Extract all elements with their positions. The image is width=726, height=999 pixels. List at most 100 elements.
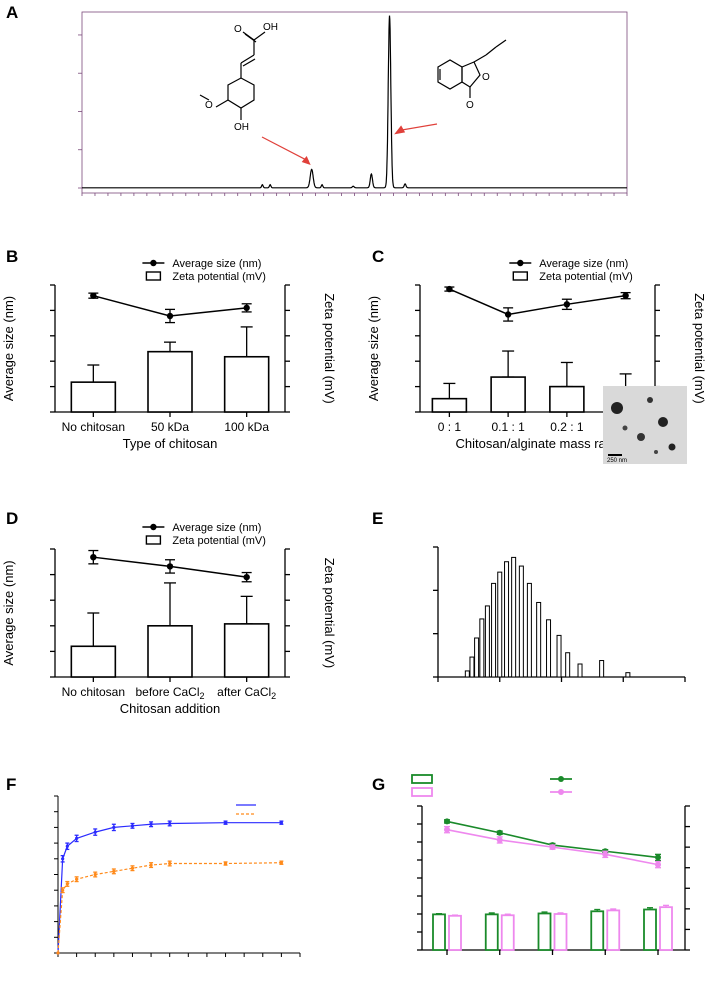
y-axis-label: Average size (nm) [1,296,16,401]
legend-size-label: Average size (nm) [539,258,628,270]
zeta-bar [223,355,270,413]
panel-b-chart: No chitosan 50 kDa 100 kDa Type of chitosan… [1,258,337,451]
fsso-point [75,836,79,840]
fsso-nps-point [93,872,97,877]
x-tick-label: before CaCl2 [135,685,204,701]
x-axis-label: Chitosan addition [120,701,220,716]
panel-e-chart [433,546,686,682]
y2-axis-label: Zeta potential (mV) [692,293,707,404]
size-point [166,312,174,320]
fsso-nps-point [223,861,228,866]
legend-zeta-label: Zeta potential (mV) [539,271,633,283]
legend-zeta-swatch [145,535,162,545]
size-point [243,304,250,312]
fsso-point [168,821,172,826]
fsso-point [61,857,65,861]
legend-zeta-label: Zeta potential (mV) [172,535,266,547]
legend-swatch [411,774,433,784]
chromatogram-trace [82,15,627,189]
zeta-25c-line [446,820,659,859]
chromatogram-frame [81,11,628,194]
struct-o-ring: O [482,72,490,83]
histogram-bar [491,582,497,678]
legend-marker [558,789,564,795]
fsso-point [93,830,97,834]
x-tick-label-main: after CaCl [217,685,271,699]
fsso-nps-point [279,861,283,865]
x-tick-label-main: before CaCl [135,685,199,699]
arrow-ferulic-acid [261,136,309,162]
fsso-nps-point [56,951,60,955]
size-4c-bar [553,913,568,951]
size-4c-bar [606,909,621,951]
histogram-bar [474,637,480,678]
panel-g-chart [411,774,690,955]
legend-swatch [411,787,433,797]
zeta-4c-point [602,851,609,858]
legend-size-marker [150,523,157,531]
size-line [449,288,626,316]
size-25c-bar [643,908,657,951]
panel-letter-e: E [372,509,383,528]
fsso-point [279,821,283,825]
panel-letter-c: C [372,247,384,266]
fsso-nps-point [65,882,69,886]
zeta-25c-point [444,818,450,825]
arrow-head-ferulic-acid [301,156,311,166]
fsso-point [65,844,69,848]
size-25c-bar [537,912,552,951]
x-tick-label: 0.2 : 1 [550,420,584,434]
size-25c-bar [432,913,446,951]
struct-o-methoxy: O [205,100,213,111]
size-25c-bar [484,913,499,951]
size-point [90,292,97,299]
zeta-bar [147,350,193,413]
struct-oh-top: OH [263,22,278,33]
fsso-point [130,824,135,828]
histogram-bar [464,670,470,678]
zeta-bar [431,397,468,413]
zeta-bar [70,645,117,678]
x-tick-label: No chitosan [62,420,125,434]
ligustilide-structure [437,39,507,98]
y-axis-label: Average size (nm) [1,560,16,665]
fsso-nps-point [130,866,135,870]
size-point [90,553,97,561]
size-point [504,311,512,318]
legend-size-label: Average size (nm) [172,258,261,270]
histogram-bar [536,601,542,678]
y2-axis-label: Zeta potential (mV) [322,293,337,404]
legend-zeta-label: Zeta potential (mV) [172,271,266,283]
zeta-4c-point [496,836,503,843]
size-point [166,563,174,570]
histogram-bar [556,634,562,678]
tem-inset-image: 250 nm [603,386,687,464]
panel-letter-a: A [6,3,18,22]
panel-a-chromatogram [78,11,628,196]
zeta-bar [549,385,585,413]
x-tick-label-subscript: 2 [271,691,276,701]
fsso-point [223,821,228,825]
size-point [622,292,629,299]
panel-letter-d: D [6,509,18,528]
struct-oh-bottom: OH [234,122,249,133]
x-tick-label: 50 kDa [151,420,189,434]
fsso-point [112,825,116,830]
x-tick-label: 0.1 : 1 [491,420,525,434]
struct-o-top: O [234,24,242,35]
histogram-bar [518,565,524,678]
x-axis-label: Chitosan/alginate mass ratio [455,436,619,451]
legend-marker [558,776,564,782]
x-tick-label: No chitosan [62,685,125,699]
struct-o-carbonyl: O [466,100,474,111]
y2-axis-label: Zeta potential (mV) [322,558,337,669]
histogram-bar [479,618,485,678]
x-tick-label: after CaCl2 [217,685,276,701]
fsso-line [57,822,282,954]
histogram-bar [469,656,475,678]
legend-zeta-swatch [145,271,162,281]
panel-letter-f: F [6,775,16,794]
size-4c-bar [659,906,673,951]
zeta-bar [490,376,526,413]
arrow-ligustilide [398,123,438,132]
